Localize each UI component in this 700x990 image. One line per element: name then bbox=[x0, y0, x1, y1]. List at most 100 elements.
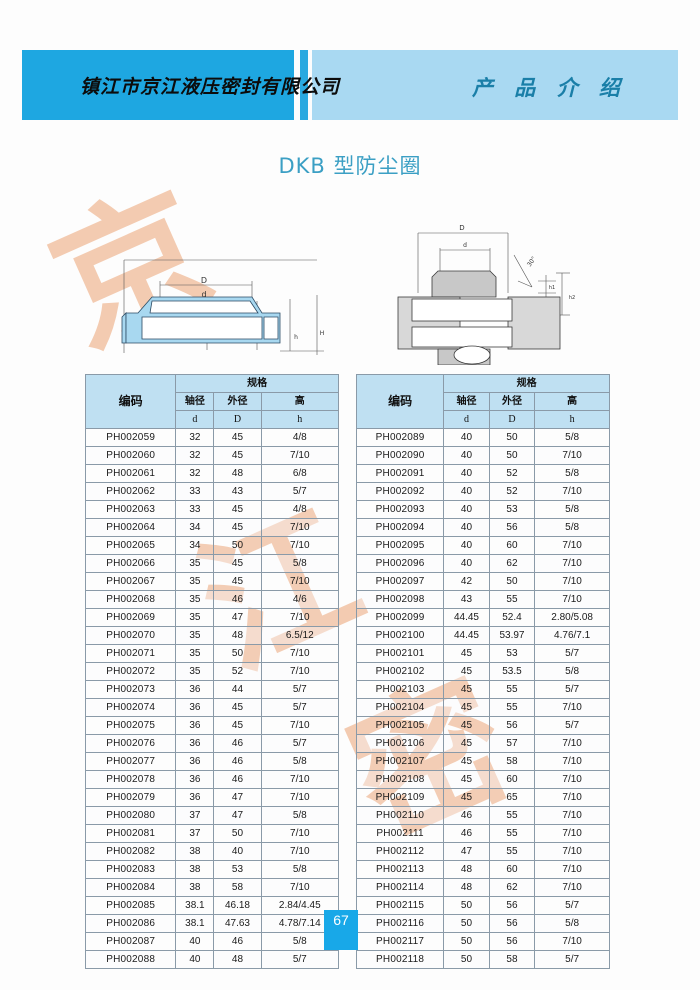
table-row: PH002065 34 50 7/10 bbox=[84, 536, 340, 555]
cell-code: PH002076 bbox=[84, 734, 177, 753]
cell-shaft-dia: 35 bbox=[175, 644, 215, 663]
header-height: 高 bbox=[260, 392, 340, 411]
table-row: PH002090 40 50 7/10 bbox=[355, 446, 610, 465]
cell-code: PH002063 bbox=[84, 500, 177, 519]
cell-code: PH002078 bbox=[84, 770, 177, 789]
cell-shaft-dia: 47 bbox=[443, 842, 490, 861]
cell-outer-dia: 48 bbox=[213, 950, 262, 969]
table-row: PH002072 35 52 7/10 bbox=[84, 662, 340, 681]
table-row: PH002091 40 52 5/8 bbox=[355, 464, 610, 483]
cell-code: PH002081 bbox=[84, 824, 177, 843]
cell-height: 7/10 bbox=[260, 536, 340, 555]
cell-outer-dia: 48 bbox=[213, 626, 262, 645]
cell-shaft-dia: 35 bbox=[175, 590, 215, 609]
cell-code: PH002079 bbox=[84, 788, 177, 807]
cell-shaft-dia: 36 bbox=[175, 734, 215, 753]
cell-code: PH002071 bbox=[84, 644, 177, 663]
table-row: PH002100 44.45 53.97 4.76/7.1 bbox=[355, 626, 610, 645]
cell-outer-dia: 60 bbox=[488, 536, 536, 555]
cell-code: PH002098 bbox=[355, 590, 445, 609]
cell-shaft-dia: 45 bbox=[443, 698, 490, 717]
table-row: PH002111 46 55 7/10 bbox=[355, 824, 610, 843]
svg-text:d: d bbox=[463, 242, 467, 249]
cell-shaft-dia: 36 bbox=[175, 716, 215, 735]
cell-outer-dia: 50 bbox=[213, 536, 262, 555]
cell-height: 5/7 bbox=[260, 482, 340, 501]
cell-code: PH002082 bbox=[84, 842, 177, 861]
cell-shaft-dia: 40 bbox=[175, 932, 215, 951]
cell-outer-dia: 53.5 bbox=[488, 662, 536, 681]
cell-height: 6/8 bbox=[260, 464, 340, 483]
cell-shaft-dia: 32 bbox=[175, 464, 215, 483]
table-row: PH002114 48 62 7/10 bbox=[355, 878, 610, 897]
header-sym-D: D bbox=[213, 410, 262, 429]
cell-code: PH002095 bbox=[355, 536, 445, 555]
cell-shaft-dia: 45 bbox=[443, 752, 490, 771]
table-row: PH002073 36 44 5/7 bbox=[84, 680, 340, 699]
header-height: 高 bbox=[534, 392, 610, 411]
cell-code: PH002092 bbox=[355, 482, 445, 501]
cell-outer-dia: 50 bbox=[213, 644, 262, 663]
cell-code: PH002102 bbox=[355, 662, 445, 681]
cell-shaft-dia: 40 bbox=[443, 428, 490, 447]
table-row: PH002096 40 62 7/10 bbox=[355, 554, 610, 573]
cell-outer-dia: 47 bbox=[213, 608, 262, 627]
cell-code: PH002112 bbox=[355, 842, 445, 861]
cell-outer-dia: 46 bbox=[213, 590, 262, 609]
table-row: PH002084 38 58 7/10 bbox=[84, 878, 340, 897]
table-row: PH002115 50 56 5/7 bbox=[355, 896, 610, 915]
table-row: PH002089 40 50 5/8 bbox=[355, 428, 610, 447]
cell-code: PH002107 bbox=[355, 752, 445, 771]
cell-outer-dia: 50 bbox=[213, 824, 262, 843]
cell-height: 2.84/4.45 bbox=[260, 896, 340, 915]
table-row: PH002068 35 46 4/6 bbox=[84, 590, 340, 609]
cell-code: PH002090 bbox=[355, 446, 445, 465]
cell-height: 4/6 bbox=[260, 590, 340, 609]
table-row: PH002093 40 53 5/8 bbox=[355, 500, 610, 519]
table-row: PH002112 47 55 7/10 bbox=[355, 842, 610, 861]
cell-shaft-dia: 35 bbox=[175, 572, 215, 591]
cell-shaft-dia: 48 bbox=[443, 878, 490, 897]
cell-height: 7/10 bbox=[260, 572, 340, 591]
cell-outer-dia: 55 bbox=[488, 842, 536, 861]
cell-shaft-dia: 45 bbox=[443, 716, 490, 735]
cell-shaft-dia: 45 bbox=[443, 662, 490, 681]
cell-height: 7/10 bbox=[534, 860, 610, 879]
cell-outer-dia: 55 bbox=[488, 590, 536, 609]
cell-outer-dia: 60 bbox=[488, 860, 536, 879]
cell-shaft-dia: 38.1 bbox=[175, 914, 215, 933]
header-spec: 规格 bbox=[443, 374, 610, 393]
cell-shaft-dia: 46 bbox=[443, 806, 490, 825]
cell-outer-dia: 48 bbox=[213, 464, 262, 483]
cell-height: 7/10 bbox=[534, 734, 610, 753]
cell-shaft-dia: 40 bbox=[443, 446, 490, 465]
cell-code: PH002088 bbox=[84, 950, 177, 969]
table-row: PH002108 45 60 7/10 bbox=[355, 770, 610, 789]
table-head: 编码 规格 轴径 外径 高 d D h bbox=[355, 374, 610, 429]
cell-outer-dia: 52 bbox=[488, 464, 536, 483]
table-row: PH002104 45 55 7/10 bbox=[355, 698, 610, 717]
cell-outer-dia: 62 bbox=[488, 554, 536, 573]
cell-shaft-dia: 34 bbox=[175, 518, 215, 537]
cell-shaft-dia: 36 bbox=[175, 770, 215, 789]
cell-outer-dia: 43 bbox=[213, 482, 262, 501]
company-name: 镇江市京江液压密封有限公司 bbox=[80, 76, 341, 98]
cell-shaft-dia: 35 bbox=[175, 608, 215, 627]
cell-height: 7/10 bbox=[534, 770, 610, 789]
table-row: PH002059 32 45 4/8 bbox=[84, 428, 340, 447]
header-block-dark bbox=[22, 50, 294, 120]
cell-outer-dia: 56 bbox=[488, 932, 536, 951]
header-spec: 规格 bbox=[175, 374, 339, 393]
cell-shaft-dia: 45 bbox=[443, 644, 490, 663]
cell-height: 4/8 bbox=[260, 500, 340, 519]
table-row: PH002079 36 47 7/10 bbox=[84, 788, 340, 807]
cell-shaft-dia: 46 bbox=[443, 824, 490, 843]
cell-code: PH002062 bbox=[84, 482, 177, 501]
cell-outer-dia: 50 bbox=[488, 572, 536, 591]
cell-height: 7/10 bbox=[534, 698, 610, 717]
cell-outer-dia: 52.4 bbox=[488, 608, 536, 627]
table-header-row-2: 轴径 外径 高 bbox=[357, 392, 610, 411]
cell-code: PH002099 bbox=[355, 608, 445, 627]
cell-height: 4.76/7.1 bbox=[534, 626, 610, 645]
cell-shaft-dia: 40 bbox=[175, 950, 215, 969]
